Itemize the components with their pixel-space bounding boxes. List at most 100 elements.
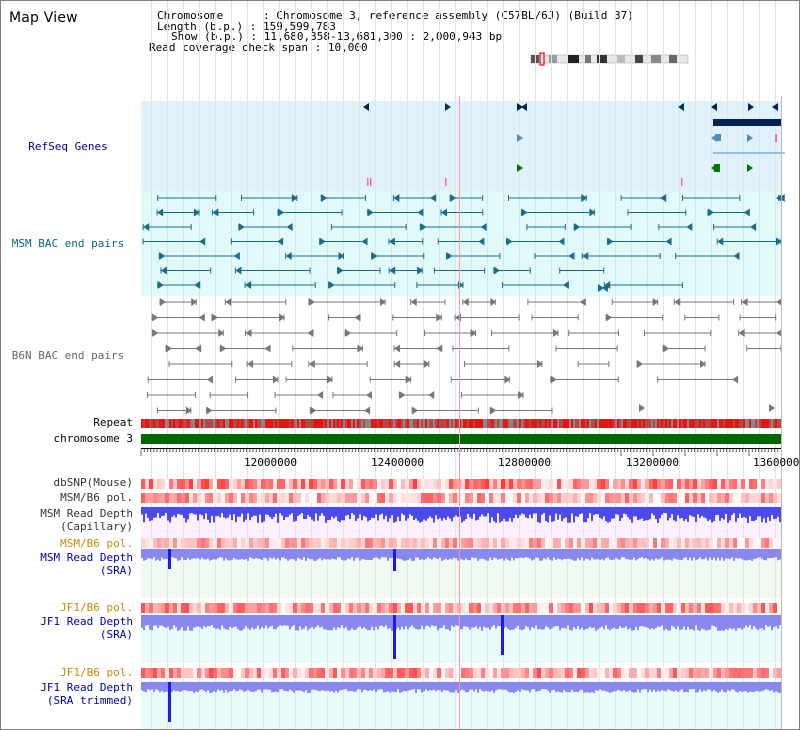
feature-marker — [699, 360, 706, 368]
feature-marker — [363, 103, 369, 111]
feature-marker — [517, 134, 523, 142]
feature-marker — [717, 237, 724, 246]
feature-marker — [436, 344, 443, 353]
feature-marker — [493, 266, 500, 275]
feature-marker — [245, 281, 252, 289]
feature-marker — [185, 406, 192, 415]
feature-marker — [160, 298, 167, 306]
feature-marker — [380, 298, 387, 306]
feature-marker — [445, 103, 451, 111]
feature-marker — [245, 329, 252, 337]
info-length: Length (b.p.) : 159,599,783 — [149, 19, 749, 33]
feature-marker — [206, 375, 213, 384]
axis-tick-label: 13200000 — [626, 456, 679, 469]
feature-marker — [394, 360, 401, 368]
feature-marker — [606, 313, 613, 322]
feature-marker — [218, 329, 225, 337]
feature-marker — [440, 208, 447, 217]
feature-marker — [428, 391, 435, 399]
page-title: Map View — [9, 10, 78, 26]
feature-marker — [521, 208, 528, 217]
label-b6n-bac: B6N BAC end pairs — [11, 349, 125, 362]
feature-marker — [307, 329, 314, 337]
feature-marker — [581, 194, 588, 202]
repeat-track — [141, 419, 781, 428]
feature-marker — [233, 252, 240, 260]
feature-marker — [686, 223, 693, 231]
feature-marker — [160, 266, 167, 275]
feature-marker — [598, 284, 604, 292]
feature-marker — [506, 237, 513, 246]
feature-marker — [420, 223, 427, 231]
b6n-bac-pairs[interactable] — [146, 298, 782, 415]
feature-marker — [152, 329, 159, 337]
feature-marker — [212, 208, 219, 217]
feature-marker — [748, 103, 754, 111]
feature-marker — [708, 208, 715, 217]
info-chromosome-key: Chromosome — [157, 9, 224, 22]
feature-marker — [410, 298, 417, 306]
feature-marker — [741, 298, 748, 306]
msm-bac-track-bg — [141, 191, 781, 296]
info-show-key: Show (b.p.) — [171, 30, 244, 43]
gene-block — [714, 164, 720, 172]
label-msm-b6-pol: MSM/B6 pol. — [60, 491, 133, 504]
axis-tick-label: 13600000 — [753, 456, 799, 469]
label-refseq: RefSeq Genes — [28, 140, 108, 153]
feature-marker — [285, 252, 292, 260]
gene-block — [715, 134, 721, 141]
feature-marker — [558, 237, 565, 246]
refseq-genes[interactable] — [363, 103, 785, 186]
feature-marker — [220, 344, 227, 353]
feature-marker — [238, 223, 245, 231]
feature-marker — [247, 360, 254, 368]
feature-marker — [733, 252, 740, 260]
feature-marker — [674, 298, 681, 306]
label-msm-depth-cap: MSM Read Depth — [40, 507, 133, 520]
feature-marker — [652, 298, 659, 306]
info-span: Read coverage check span : 10,000 — [149, 40, 368, 54]
feature-marker — [536, 360, 543, 368]
label-jf1-depth-sra: JF1 Read Depth — [40, 615, 133, 628]
chromosome-ideogram[interactable] — [530, 52, 689, 66]
info-length-key: Length (b.p.) — [157, 19, 244, 33]
feature-marker — [152, 313, 159, 322]
label-jf1-b6-pol-2: JF1/B6 pol. — [60, 666, 133, 679]
feature-marker — [639, 404, 645, 412]
feature-marker — [750, 223, 757, 231]
feature-marker — [308, 298, 315, 306]
feature-marker — [338, 252, 345, 260]
feature-marker — [357, 344, 364, 353]
info-span-value: 10,000 — [327, 40, 368, 54]
feature-marker — [417, 208, 424, 217]
feature-marker — [518, 391, 525, 399]
feature-marker — [678, 103, 684, 111]
feature-marker — [367, 208, 374, 217]
feature-marker — [665, 237, 672, 246]
info-chromosome: Chromosome : Chromosome 3, reference ass… — [149, 9, 749, 22]
feature-marker — [478, 237, 485, 246]
feature-marker — [747, 164, 753, 172]
feature-marker — [191, 298, 198, 306]
info-chromosome-value: Chromosome 3, reference assembly (C57BL/… — [276, 9, 634, 22]
feature-marker — [738, 329, 745, 337]
feature-marker — [769, 404, 775, 412]
feature-marker — [480, 223, 487, 231]
feature-marker — [405, 375, 412, 384]
feature-marker — [589, 208, 596, 217]
feature-marker — [326, 375, 333, 384]
feature-marker — [159, 252, 166, 260]
feature-marker — [206, 406, 213, 415]
label-dbsnp: dbSNP(Mouse) — [53, 476, 133, 489]
feature-marker — [663, 344, 670, 353]
feature-marker — [517, 103, 523, 111]
info-show: Show (b.p.) : 11,680,358-13,681,300 : 2,… — [149, 30, 749, 43]
feature-marker — [574, 223, 581, 231]
feature-marker — [423, 360, 430, 368]
feature-marker — [394, 344, 401, 353]
gene-block — [713, 119, 781, 126]
label-jf1-b6-pol: JF1/B6 pol. — [60, 601, 133, 614]
refseq-track-bg — [141, 101, 781, 191]
msm-bac-pairs[interactable] — [142, 194, 785, 292]
